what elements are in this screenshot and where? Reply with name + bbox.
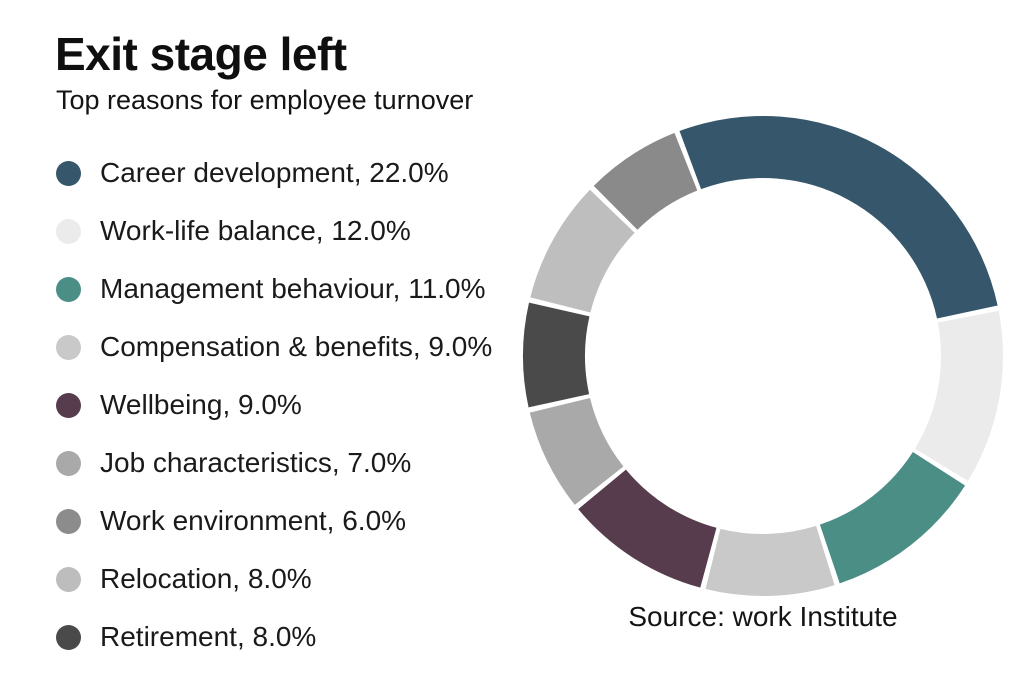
legend-label-management-behaviour: Management behaviour, 11.0% — [100, 273, 486, 304]
legend-dot-work-life-balance — [56, 218, 81, 244]
legend-item-work-environment: Work environment, 6.0% — [56, 505, 407, 536]
legend-item-compensation-benefits: Compensation & benefits, 9.0% — [56, 331, 493, 362]
legend-dot-compensation-benefits — [56, 334, 81, 360]
legend-label-job-characteristics: Job characteristics, 7.0% — [100, 447, 412, 478]
donut-slice-management-behaviour — [819, 452, 966, 584]
donut-slice-work-life-balance — [915, 310, 1003, 481]
legend-label-work-environment: Work environment, 6.0% — [100, 505, 407, 536]
legend-item-career-development: Career development, 22.0% — [56, 157, 449, 188]
donut-slice-work-environment — [522, 302, 590, 408]
chart-subtitle: Top reasons for employee turnover — [56, 85, 474, 115]
legend-dot-retirement — [56, 624, 81, 650]
donut-slice-career-development — [679, 116, 998, 319]
donut-slice-compensation-benefits — [705, 525, 835, 596]
legend-label-career-development: Career development, 22.0% — [100, 157, 449, 188]
legend-label-wellbeing: Wellbeing, 9.0% — [100, 389, 302, 420]
legend-dot-job-characteristics — [56, 450, 81, 476]
donut-slice-wellbeing — [578, 469, 717, 588]
legend-item-wellbeing: Wellbeing, 9.0% — [56, 389, 302, 420]
legend-dot-relocation — [56, 566, 81, 592]
legend-item-retirement: Retirement, 8.0% — [56, 621, 317, 652]
legend-item-relocation: Relocation, 8.0% — [56, 563, 312, 594]
legend-label-work-life-balance: Work-life balance, 12.0% — [100, 215, 411, 246]
legend-dot-wellbeing — [56, 392, 81, 418]
donut-slice-job-characteristics — [529, 398, 624, 505]
source-note: Source: work Institute — [628, 601, 898, 632]
donut-slice-relocation — [530, 189, 635, 313]
legend-item-job-characteristics: Job characteristics, 7.0% — [56, 447, 412, 478]
legend-item-management-behaviour: Management behaviour, 11.0% — [56, 273, 486, 304]
chart-title: Exit stage left — [55, 28, 347, 80]
legend-label-relocation: Relocation, 8.0% — [100, 563, 312, 594]
legend-dot-career-development — [56, 160, 81, 186]
legend-label-compensation-benefits: Compensation & benefits, 9.0% — [100, 331, 493, 362]
donut-slice-retirement — [593, 132, 698, 230]
legend-label-retirement: Retirement, 8.0% — [100, 621, 317, 652]
legend-dot-management-behaviour — [56, 276, 81, 302]
legend-dot-work-environment — [56, 508, 81, 534]
legend-item-work-life-balance: Work-life balance, 12.0% — [56, 215, 411, 246]
